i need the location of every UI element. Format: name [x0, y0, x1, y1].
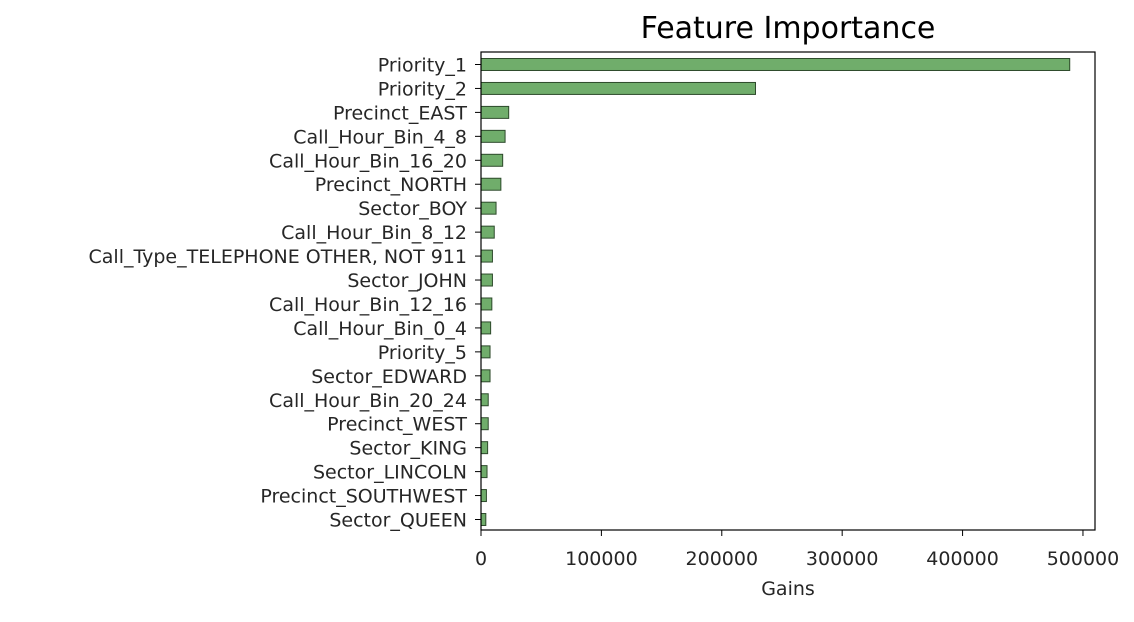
y-tick-label: Call_Hour_Bin_20_24 [269, 390, 467, 412]
bar [480, 417, 489, 431]
bar [480, 297, 493, 311]
y-tick-label: Call_Hour_Bin_12_16 [269, 294, 467, 316]
y-tick-label: Priority_5 [378, 342, 467, 364]
x-tick-label: 400000 [926, 548, 999, 570]
y-tick-label: Sector_KING [349, 438, 467, 460]
y-tick-label: Priority_1 [378, 55, 467, 77]
y-tick-label: Call_Hour_Bin_4_8 [293, 126, 467, 148]
y-tick-label: Call_Hour_Bin_0_4 [293, 318, 467, 340]
y-tick-label: Precinct_WEST [327, 414, 467, 436]
x-axis-ticks: 0 100000 200000 300000 400000 500000 [475, 530, 1119, 570]
x-tick-label: 200000 [686, 548, 759, 570]
y-tick-label: Call_Hour_Bin_16_20 [269, 150, 467, 172]
x-tick-label: 300000 [806, 548, 879, 570]
bar [480, 81, 756, 95]
y-axis-ticks: Priority_1Priority_2Precinct_EASTCall_Ho… [89, 55, 481, 532]
bar [480, 105, 510, 119]
x-tick-label: 100000 [565, 548, 638, 570]
bar [480, 489, 487, 503]
bar [480, 513, 487, 526]
y-tick-label: Sector_QUEEN [329, 510, 467, 532]
bar [480, 201, 497, 215]
bar [480, 369, 491, 383]
y-tick-label: Precinct_NORTH [315, 174, 467, 196]
x-tick-label: 0 [475, 548, 487, 570]
bar [480, 153, 504, 167]
y-tick-label: Sector_BOY [358, 198, 467, 220]
bars-group [480, 58, 1071, 526]
bar [480, 441, 489, 455]
x-tick-label: 500000 [1047, 548, 1120, 570]
y-tick-label: Precinct_EAST [333, 102, 467, 124]
bar [480, 58, 1071, 71]
bar [480, 225, 495, 239]
bar [480, 465, 488, 479]
bar [480, 345, 491, 359]
bar [480, 129, 506, 143]
bar [480, 249, 493, 263]
y-tick-label: Sector_EDWARD [311, 366, 467, 388]
y-tick-label: Priority_2 [378, 78, 467, 100]
y-tick-label: Precinct_SOUTHWEST [260, 486, 467, 508]
chart-title: Feature Importance [641, 11, 936, 46]
bar [480, 321, 492, 335]
plot-frame [480, 51, 1096, 531]
y-tick-label: Sector_JOHN [347, 270, 467, 292]
bar [480, 273, 493, 287]
x-axis-label: Gains [761, 578, 815, 600]
y-tick-label: Call_Type_TELEPHONE OTHER, NOT 911 [89, 246, 467, 268]
y-tick-label: Sector_LINCOLN [313, 462, 467, 484]
y-tick-label: Call_Hour_Bin_8_12 [281, 222, 467, 244]
bar [480, 177, 502, 191]
bar [480, 393, 489, 407]
